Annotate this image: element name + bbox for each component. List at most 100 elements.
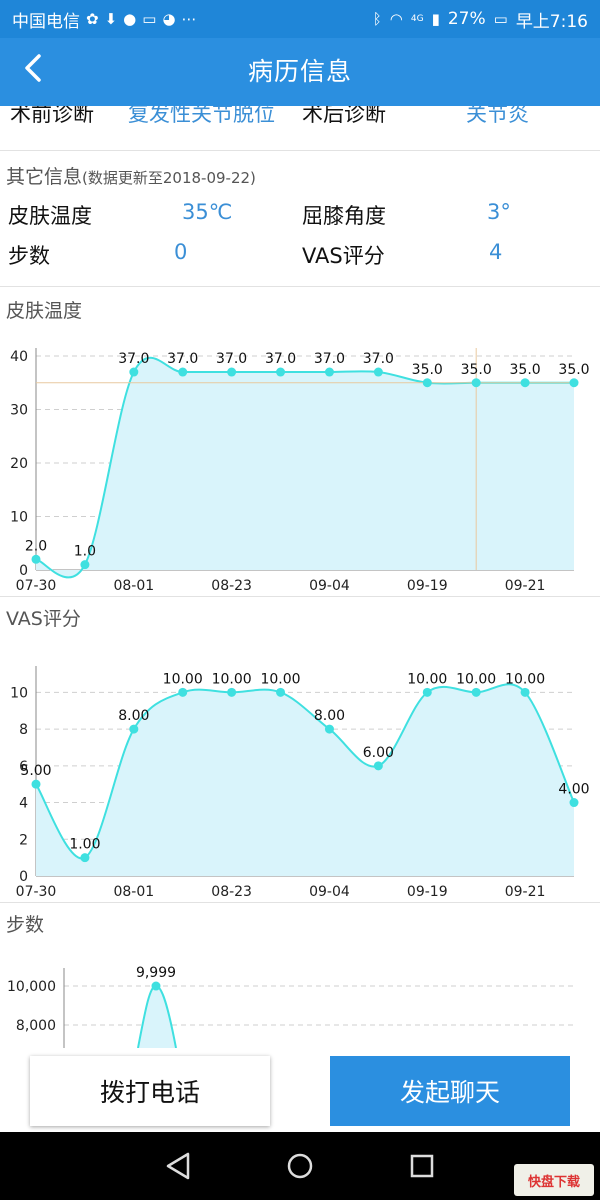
vas-label: VAS评分 — [302, 244, 385, 268]
call-button[interactable]: 拨打电话 — [30, 1056, 270, 1126]
skin-temp-data-point — [227, 367, 237, 377]
vas-xtick-label: 08-23 — [211, 884, 252, 900]
vas-data-label: 10.00 — [163, 671, 203, 687]
skin-temp-data-point — [129, 367, 139, 377]
skin-temp-data-label: 37.0 — [314, 351, 345, 367]
skin-temp-chart-svg: 0 10 20 30 40 2.0 1.0 37.0 37.0 37.0 37.0 37.0 37.0 3… — [10, 348, 590, 594]
vas-xtick-label: 09-19 — [407, 884, 448, 900]
wifi-icon: ◠ — [389, 9, 403, 28]
vas-data-label: 6.00 — [363, 745, 394, 761]
skin-temp-data-label: 37.0 — [167, 351, 198, 367]
vas-ytick-label: 10 — [10, 685, 28, 701]
vas-data-point — [569, 798, 579, 808]
skin-temp-data-label: 35.0 — [461, 362, 492, 378]
skin-temp-ytick-label: 30 — [10, 403, 28, 419]
wechat-icon: ◕ — [162, 9, 176, 28]
steps-ytick-label: 8,000 — [16, 1018, 56, 1034]
vas-data-point — [31, 779, 41, 789]
bottom-action-bar: 拨打电话 发起聊天 — [0, 1048, 600, 1132]
clock: 早上7:16 — [515, 11, 588, 32]
skin-temp-data-label: 2.0 — [25, 538, 47, 554]
skin-temp-data-label: 35.0 — [412, 362, 443, 378]
pre-diagnosis-label: 术前诊断 — [10, 106, 94, 126]
app-header: 病历信息 — [0, 38, 600, 106]
status-bar: 中国电信 ✿ ⬇ ● ▭ ◕ ⋯ ᛒ ◠ 4G ▮ 27% ▭ 早上7:16 — [0, 0, 600, 38]
start-chat-button[interactable]: 发起聊天 — [330, 1056, 570, 1126]
download-icon: ⬇ — [104, 9, 118, 28]
other-info-title: 其它信息(数据更新至2018-09-22) — [6, 162, 256, 189]
steps-chart: 8,000 10,000 9,999 — [0, 946, 600, 1048]
skin-temp-xtick-label: 09-04 — [309, 578, 350, 594]
square-recent-icon[interactable] — [402, 1148, 442, 1184]
more-icon: ⋯ — [181, 9, 197, 28]
vas-xtick-label: 09-21 — [505, 884, 546, 900]
skin-temp-chart-title: 皮肤温度 — [6, 300, 83, 322]
skin-temp-xtick-label: 07-30 — [16, 578, 57, 594]
skin-temp-label: 皮肤温度 — [8, 204, 92, 228]
skin-temp-xtick-label: 09-21 — [505, 578, 546, 594]
circle-home-icon[interactable] — [280, 1148, 320, 1184]
skin-temp-data-point — [373, 367, 383, 377]
system-nav-bar — [0, 1132, 600, 1200]
steps-data-label: 9,999 — [136, 965, 176, 981]
app-badge-icon: ▭ — [142, 9, 157, 28]
steps-ytick-label: 10,000 — [7, 979, 56, 995]
watermark-logo: 快盘下载 — [514, 1164, 594, 1196]
vas-data-point — [422, 687, 432, 697]
vas-data-label: 8.00 — [314, 708, 345, 724]
vas-data-point — [276, 687, 286, 697]
steps-chart-svg: 8,000 10,000 9,999 — [7, 965, 574, 1048]
skin-temp-chart: 0 10 20 30 40 2.0 1.0 37.0 37.0 37.0 37.0 37.0 37.0 3… — [0, 332, 600, 596]
signal-icon: ▮ — [431, 9, 440, 28]
skin-temp-data-label: 37.0 — [216, 351, 247, 367]
vas-data-label: 5.00 — [20, 763, 51, 779]
chevron-left-icon[interactable] — [18, 48, 48, 97]
skin-temp-data-point — [80, 560, 90, 570]
vas-xtick-label: 09-04 — [309, 884, 350, 900]
vas-data-point — [520, 687, 530, 697]
skin-temp-ytick-label: 20 — [10, 456, 28, 472]
divider — [0, 902, 600, 903]
skin-temp-data-point — [276, 367, 286, 377]
bluetooth-icon: ᛒ — [372, 9, 382, 28]
vas-data-point — [373, 761, 383, 771]
vas-series-line — [35, 683, 575, 860]
medical-record-content[interactable]: 术前诊断 复发性关节脱位 术后诊断 关节炎 其它信息(数据更新至2018-09-… — [0, 106, 600, 1048]
triangle-back-icon[interactable] — [158, 1148, 198, 1184]
vas-ytick-label: 4 — [19, 796, 28, 812]
skin-temp-data-point — [569, 378, 579, 388]
vas-data-label: 10.00 — [260, 671, 300, 687]
network-type: 4G — [410, 14, 424, 24]
vas-data-point — [471, 687, 481, 697]
skin-temp-ytick-label: 40 — [10, 349, 28, 365]
steps-area-fill — [138, 986, 176, 1048]
skin-temp-data-label: 37.0 — [118, 351, 149, 367]
post-diagnosis-label: 术后诊断 — [302, 106, 386, 126]
skin-temp-xtick-label: 08-23 — [211, 578, 252, 594]
vas-chart-svg: 0 2 4 6 8 10 5.00 1.00 8.00 10.00 10.00 10.00 8.00 6.… — [10, 666, 590, 900]
divider — [0, 286, 600, 287]
battery-percent: 27% — [447, 9, 486, 29]
vas-data-point — [227, 687, 237, 697]
skin-temp-ytick-label: 0 — [19, 563, 28, 579]
pre-diagnosis-value: 复发性关节脱位 — [128, 106, 275, 126]
skin-temp-data-point — [31, 554, 41, 564]
skin-temp-xtick-label: 08-01 — [113, 578, 154, 594]
vas-data-label: 10.00 — [212, 671, 252, 687]
vas-value: 4 — [489, 240, 503, 264]
divider — [0, 596, 600, 597]
skin-temp-data-point — [324, 367, 334, 377]
skin-temp-area-fill — [36, 357, 574, 578]
knee-angle-label: 屈膝角度 — [302, 204, 386, 228]
steps-value: 0 — [174, 240, 188, 264]
skin-temp-data-label: 37.0 — [265, 351, 296, 367]
skin-temp-data-label: 1.0 — [74, 544, 96, 560]
skin-temp-data-label: 37.0 — [363, 351, 394, 367]
skin-temp-data-point — [178, 367, 188, 377]
vas-chart: 0 2 4 6 8 10 5.00 1.00 8.00 10.00 10.00 10.00 8.00 6.… — [0, 640, 600, 900]
vas-xtick-label: 08-01 — [113, 884, 154, 900]
vas-data-label: 10.00 — [407, 671, 447, 687]
steps-chart-title: 步数 — [6, 914, 45, 936]
message-icon: ● — [123, 9, 137, 28]
steps-label: 步数 — [8, 244, 50, 268]
